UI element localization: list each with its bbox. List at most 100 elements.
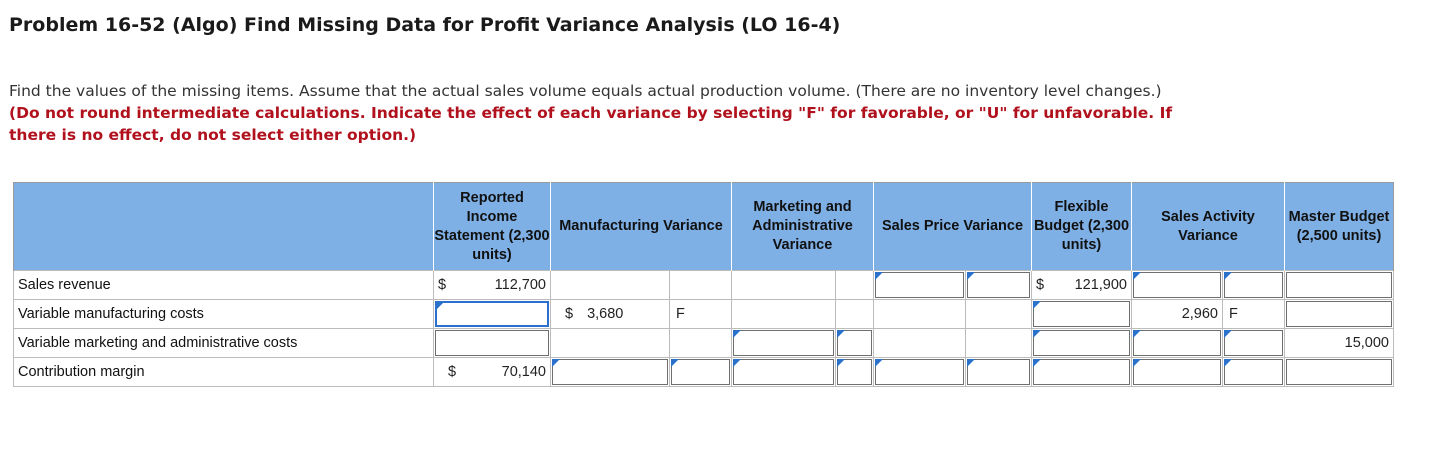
var-mfg-price-amount (873, 299, 966, 329)
contribution-activity-effect-select[interactable] (1224, 359, 1283, 385)
header-manufacturing-variance: Manufacturing Variance (550, 182, 732, 271)
header-flexible-budget: Flexible Budget (2,300 units) (1031, 182, 1132, 271)
var-mfg-reported-cell (433, 299, 551, 329)
sales-revenue-mkt-amount (731, 270, 836, 300)
var-mkt-activity-effect-select[interactable] (1224, 330, 1283, 356)
contribution-mfg-effect-cell (669, 357, 732, 387)
contribution-master-input[interactable] (1286, 359, 1392, 385)
contribution-activity-effect-cell (1222, 357, 1285, 387)
var-mfg-master-cell (1284, 299, 1394, 329)
var-mfg-mkt-effect (835, 299, 874, 329)
header-row: Reported Income Statement (2,300 units) … (13, 182, 1394, 271)
contribution-activity-amount-input[interactable] (1133, 359, 1221, 385)
variance-table: Reported Income Statement (2,300 units) … (13, 182, 1394, 387)
sales-revenue-flexible-value: 121,900 (1074, 277, 1127, 293)
sales-revenue-master-input[interactable] (1286, 272, 1392, 298)
instructions-emphasis: (Do not round intermediate calculations.… (9, 104, 1173, 144)
contribution-master-cell (1284, 357, 1394, 387)
header-marketing-variance: Marketing and Administrative Variance (731, 182, 874, 271)
contribution-mfg-effect-select[interactable] (671, 359, 730, 385)
var-mfg-mfg-value: 3,680 (587, 306, 624, 322)
var-mkt-mkt-effect-select[interactable] (837, 330, 872, 356)
contribution-mfg-amount-cell (550, 357, 670, 387)
var-mkt-mkt-amount-input[interactable] (733, 330, 834, 356)
sales-revenue-activity-amount-cell (1131, 270, 1223, 300)
sales-revenue-reported: $112,700 (433, 270, 551, 300)
var-mfg-reported-input[interactable] (435, 301, 549, 327)
var-mfg-activity-effect: F (1222, 299, 1285, 329)
var-mkt-mkt-amount-cell (731, 328, 836, 358)
currency-symbol: $ (438, 277, 447, 293)
row-label-variable-marketing: Variable marketing and administrative co… (13, 328, 434, 358)
var-mkt-mfg-effect (669, 328, 732, 358)
var-mkt-master: 15,000 (1284, 328, 1394, 358)
contribution-mkt-effect-select[interactable] (837, 359, 872, 385)
var-mkt-flexible-cell (1031, 328, 1132, 358)
header-sales-price-variance: Sales Price Variance (873, 182, 1032, 271)
sales-revenue-master-cell (1284, 270, 1394, 300)
var-mfg-mfg-effect-value: F (676, 306, 685, 322)
header-master-budget: Master Budget (2,500 units) (1284, 182, 1394, 271)
header-reported: Reported Income Statement (2,300 units) (433, 182, 551, 271)
var-mfg-mkt-amount (731, 299, 836, 329)
var-mkt-price-effect (965, 328, 1032, 358)
table-row: Sales revenue $112,700 $121,900 (13, 270, 1394, 300)
sales-revenue-mfg-amount (550, 270, 670, 300)
contribution-price-effect-cell (965, 357, 1032, 387)
currency-symbol: $ (1036, 277, 1045, 293)
sales-revenue-price-amount-input[interactable] (875, 272, 964, 298)
sales-revenue-activity-effect-select[interactable] (1224, 272, 1283, 298)
var-mkt-reported-cell (433, 328, 551, 358)
contribution-mkt-amount-cell (731, 357, 836, 387)
table-row: Variable manufacturing costs $3,680 F 2,… (13, 299, 1394, 329)
var-mfg-activity-effect-value: F (1229, 306, 1238, 322)
var-mkt-activity-amount-cell (1131, 328, 1223, 358)
contribution-price-effect-select[interactable] (967, 359, 1030, 385)
sales-revenue-flexible: $121,900 (1031, 270, 1132, 300)
row-label-contribution-margin: Contribution margin (13, 357, 434, 387)
var-mkt-mkt-effect-cell (835, 328, 874, 358)
instructions: Find the values of the missing items. As… (9, 80, 1189, 146)
contribution-flexible-input[interactable] (1033, 359, 1130, 385)
problem-title: Problem 16-52 (Algo) Find Missing Data f… (9, 14, 841, 36)
var-mfg-flexible-cell (1031, 299, 1132, 329)
sales-revenue-mkt-effect (835, 270, 874, 300)
var-mfg-mfg-amount: $3,680 (550, 299, 670, 329)
contribution-reported: $70,140 (433, 357, 551, 387)
contribution-flexible-cell (1031, 357, 1132, 387)
var-mkt-activity-effect-cell (1222, 328, 1285, 358)
var-mfg-activity-value: 2,960 (1181, 306, 1218, 322)
contribution-mkt-amount-input[interactable] (733, 359, 834, 385)
var-mkt-reported-input[interactable] (435, 330, 549, 356)
var-mkt-master-value: 15,000 (1344, 335, 1389, 351)
sales-revenue-price-effect-cell (965, 270, 1032, 300)
contribution-price-amount-input[interactable] (875, 359, 964, 385)
instructions-text: Find the values of the missing items. As… (9, 82, 1162, 100)
contribution-mkt-effect-cell (835, 357, 874, 387)
table-row: Contribution margin $70,140 (13, 357, 1394, 387)
var-mfg-flexible-input[interactable] (1033, 301, 1130, 327)
header-corner (13, 182, 434, 271)
var-mfg-activity-amount: 2,960 (1131, 299, 1223, 329)
contribution-reported-value: 70,140 (501, 364, 546, 380)
sales-revenue-reported-value: 112,700 (494, 277, 546, 293)
sales-revenue-mfg-effect (669, 270, 732, 300)
var-mkt-mfg-amount (550, 328, 670, 358)
var-mfg-price-effect (965, 299, 1032, 329)
var-mfg-mfg-effect: F (669, 299, 732, 329)
var-mfg-master-input[interactable] (1286, 301, 1392, 327)
row-label-sales-revenue: Sales revenue (13, 270, 434, 300)
sales-revenue-price-amount-cell (873, 270, 966, 300)
sales-revenue-activity-amount-input[interactable] (1133, 272, 1221, 298)
currency-symbol: $ (448, 364, 457, 380)
var-mkt-flexible-input[interactable] (1033, 330, 1130, 356)
header-sales-activity-variance: Sales Activity Variance (1131, 182, 1285, 271)
sales-revenue-price-effect-select[interactable] (967, 272, 1030, 298)
var-mkt-activity-amount-input[interactable] (1133, 330, 1221, 356)
var-mkt-price-amount (873, 328, 966, 358)
contribution-mfg-amount-input[interactable] (552, 359, 668, 385)
contribution-price-amount-cell (873, 357, 966, 387)
row-label-variable-manufacturing: Variable manufacturing costs (13, 299, 434, 329)
table-row: Variable marketing and administrative co… (13, 328, 1394, 358)
contribution-activity-amount-cell (1131, 357, 1223, 387)
